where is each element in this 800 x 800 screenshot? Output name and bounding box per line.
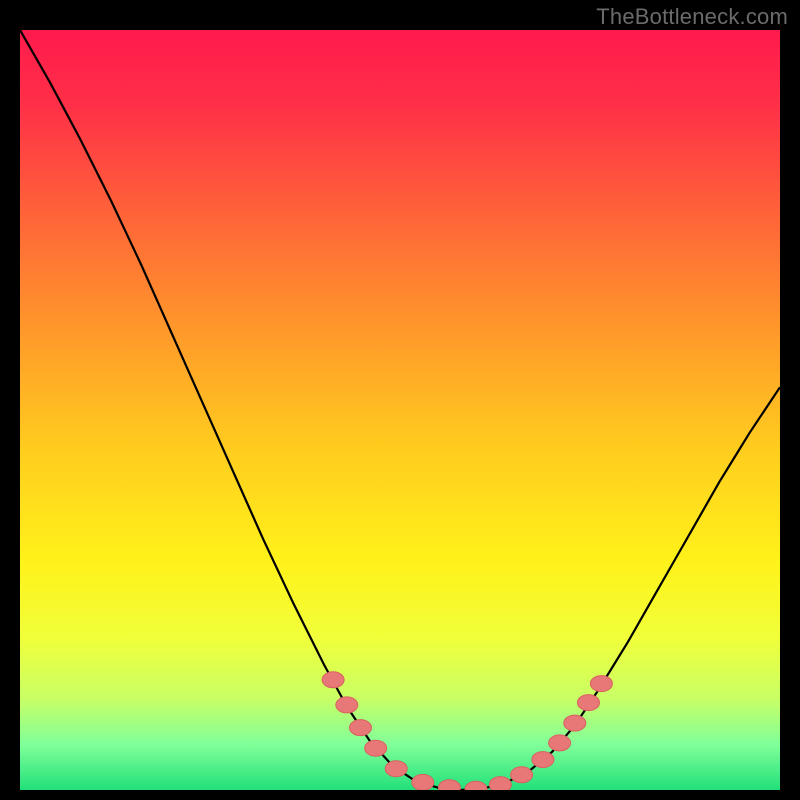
curve-marker [365, 740, 387, 756]
curve-marker [577, 695, 599, 711]
curve-marker [438, 780, 460, 790]
curve-marker [412, 774, 434, 790]
curve-marker [465, 781, 487, 790]
curve-marker [489, 777, 511, 790]
curve-marker [385, 761, 407, 777]
curve-marker [322, 672, 344, 688]
curve-marker [511, 767, 533, 783]
bottleneck-curve [20, 30, 780, 790]
curve-marker [336, 697, 358, 713]
watermark-text: TheBottleneck.com [596, 4, 788, 30]
curve-marker [532, 752, 554, 768]
curve-marker [564, 715, 586, 731]
chart-container [20, 30, 780, 790]
curve-marker [349, 720, 371, 736]
chart-curve-layer [20, 30, 780, 790]
curve-marker [590, 676, 612, 692]
curve-marker [549, 735, 571, 751]
